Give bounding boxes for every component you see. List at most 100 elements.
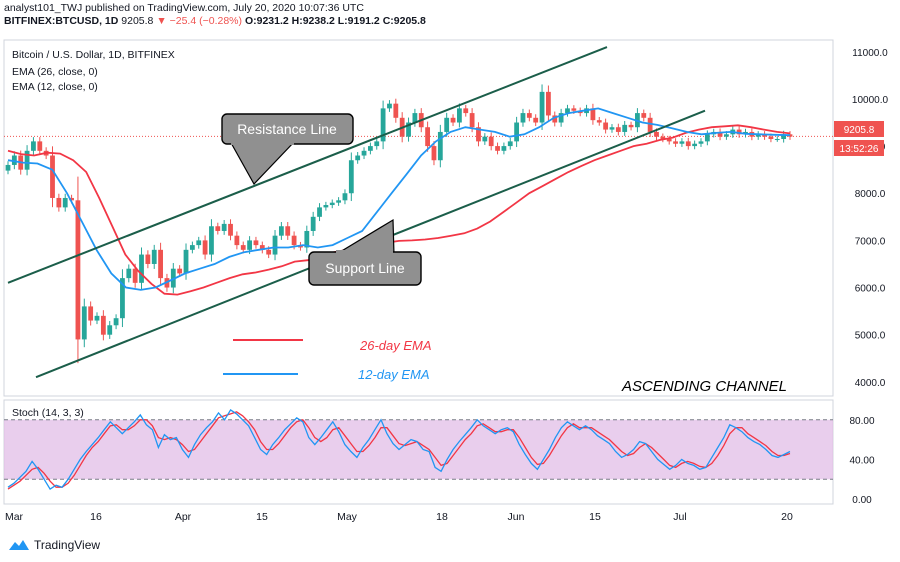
stoch-band-fill (4, 419, 833, 480)
candle-body (145, 254, 151, 264)
candle-body (539, 91, 545, 123)
last-price-tag-value: 9205.8 (844, 125, 875, 136)
candle-body (450, 117, 456, 123)
candle-body (234, 235, 240, 246)
price-tick-label: 4000.0 (855, 378, 886, 389)
candle-body (514, 122, 520, 142)
candle-body (348, 160, 354, 194)
candle-body (240, 245, 246, 250)
candle-body (75, 200, 81, 340)
candle-body (380, 108, 386, 142)
candle-body (228, 223, 233, 236)
time-axis: Mar 16 Apr 15 May 18 Jun 15 Jul 20 (5, 511, 793, 523)
candle-body (425, 127, 431, 147)
stoch-title: Stoch (14, 3, 3) (12, 407, 84, 419)
candle-body (393, 103, 399, 118)
candle-body (183, 249, 189, 274)
candle-body (628, 124, 634, 128)
legend-ema26: EMA (26, close, 0) (12, 66, 98, 78)
stoch-tick-label: 0.00 (852, 495, 872, 506)
stoch-d-line (7, 411, 791, 490)
candle-body (215, 226, 221, 231)
price-tick-label: 10000.0 (852, 95, 889, 106)
candle-body (673, 141, 678, 144)
ohlc-values: O:9231.2 H:9238.2 L:9191.2 C:9205.8 (244, 15, 426, 27)
time-tick-label: 15 (256, 511, 268, 523)
candle-body (285, 226, 291, 236)
candle-body (717, 131, 723, 137)
ascending-channel-label: ASCENDING CHANNEL (621, 378, 787, 395)
candlestick-series (5, 84, 793, 364)
candle-body (565, 108, 570, 114)
candle-body (151, 249, 157, 264)
candle-body (552, 115, 558, 123)
candle-body (5, 164, 11, 171)
candle-body (609, 127, 615, 130)
candle-body (387, 103, 392, 109)
candle-body (615, 127, 621, 132)
candle-body (100, 315, 106, 335)
time-tick-label: Apr (175, 511, 192, 523)
stoch-band (4, 419, 833, 480)
candle-body (660, 136, 666, 140)
candle-body (495, 146, 500, 151)
symbol-ohlc-line: BITFINEX:BTCUSD, 1D 9205.8 ▼ −25.4 (−0.2… (4, 15, 896, 28)
candle-body (336, 200, 342, 203)
candle-body (62, 197, 68, 208)
candle-body (120, 278, 125, 319)
candle-body (774, 139, 780, 141)
candle-body (272, 235, 278, 255)
chart-header: analyst101_TWJ published on TradingView.… (4, 2, 896, 28)
legend-ema12: EMA (12, close, 0) (12, 81, 98, 93)
candle-body (374, 141, 380, 147)
candle-body (132, 268, 138, 283)
candle-body (367, 146, 373, 151)
candle-body (304, 230, 310, 248)
candle-body (431, 146, 437, 161)
candle-body (291, 235, 297, 246)
candle-body (590, 108, 596, 121)
candle-body (501, 146, 507, 151)
candle-body (692, 143, 698, 147)
time-tick-label: Jul (673, 511, 686, 523)
price-tick-label: 11000.0 (852, 48, 888, 59)
candle-body (158, 249, 163, 279)
candle-body (781, 134, 787, 140)
candle-body (724, 134, 729, 137)
candle-body (196, 240, 202, 246)
candle-body (641, 113, 647, 118)
candle-body (11, 155, 17, 165)
ema26-line (7, 124, 791, 296)
candle-body (768, 136, 774, 140)
candle-body (355, 155, 361, 161)
candle-body (647, 117, 653, 132)
time-tick-label: 16 (90, 511, 102, 523)
candle-body (437, 131, 443, 161)
tradingview-brand: TradingView (34, 538, 101, 552)
candle-body (488, 136, 494, 147)
candle-body (88, 306, 94, 321)
candle-body (685, 141, 691, 147)
support-callout: Support Line (308, 218, 422, 286)
candle-body (622, 124, 628, 132)
symbol-label: BITFINEX:BTCUSD, 1D (4, 15, 119, 27)
resistance-trendline (7, 46, 608, 284)
candle-body (444, 117, 450, 132)
candle-body (603, 122, 609, 130)
stoch-lines (7, 408, 791, 491)
candle-body (113, 318, 119, 326)
candle-body (596, 120, 602, 123)
candle-body (679, 141, 685, 144)
candle-body (698, 141, 704, 144)
candle-body (736, 129, 742, 135)
ema-lines (7, 107, 791, 296)
stoch-axis: 0.00 40.00 80.00 (849, 416, 874, 506)
time-tick-label: Jun (508, 511, 525, 523)
candle-body (456, 108, 462, 123)
candle-body (107, 325, 113, 335)
chart-title: Bitcoin / U.S. Dollar, 1D, BITFINEX (12, 49, 175, 61)
price-pane-border (3, 39, 834, 397)
candle-body (31, 141, 36, 151)
bar-countdown: 13:52:26 (840, 144, 879, 155)
